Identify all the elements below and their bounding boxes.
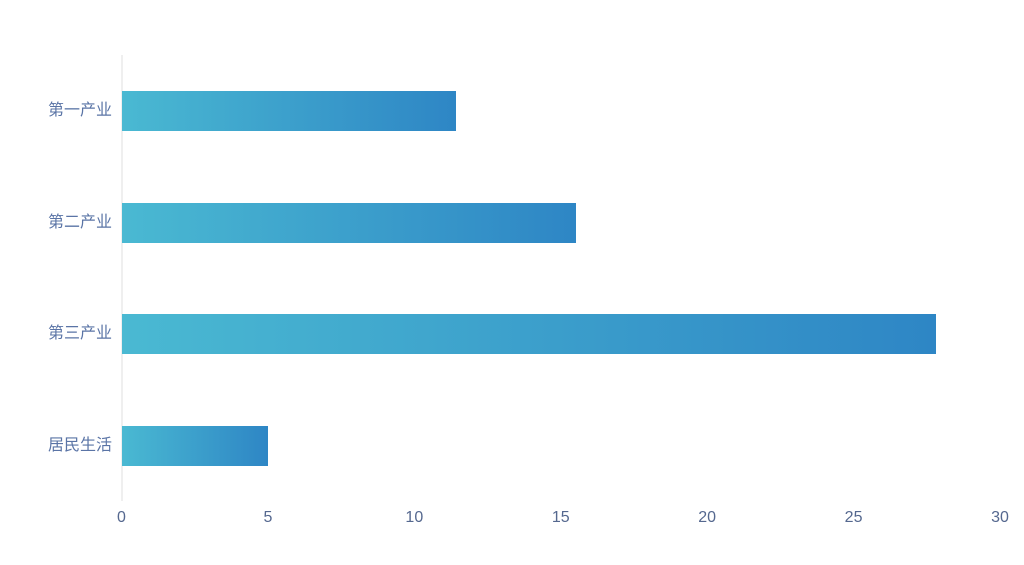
- bar-row: 第一产业: [0, 55, 1024, 167]
- category-label: 第一产业: [47, 101, 112, 119]
- x-tick-label: 15: [551, 509, 570, 526]
- bar-row: 第三产业: [0, 279, 1024, 391]
- bar-row: 第二产业: [0, 167, 1024, 279]
- category-label: 第二产业: [47, 213, 112, 231]
- bar-2[interactable]: [122, 202, 576, 243]
- x-tick-label: 20: [698, 509, 717, 526]
- y-axis-line: [121, 55, 123, 501]
- x-tick-label: 5: [263, 509, 273, 526]
- x-tick-label: 30: [991, 509, 1009, 526]
- x-tick-label: 10: [405, 509, 424, 526]
- category-label: 居民生活: [47, 437, 112, 455]
- category-label: 第三产业: [47, 325, 112, 343]
- bar-row: 居民生活: [0, 390, 1024, 502]
- bar-3[interactable]: [122, 314, 937, 355]
- bar-4[interactable]: [122, 426, 269, 467]
- x-tick-label: 25: [844, 509, 863, 526]
- x-tick-label: 0: [117, 509, 126, 526]
- bar-1[interactable]: [122, 90, 456, 131]
